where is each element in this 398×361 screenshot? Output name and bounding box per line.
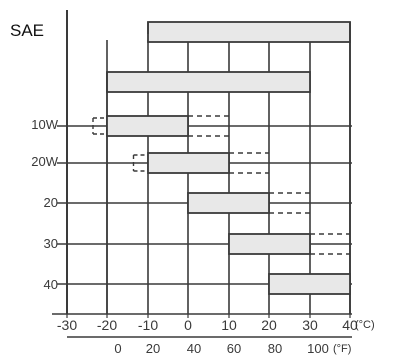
viscosity-range-bar — [147, 152, 230, 174]
celsius-tick: -30 — [56, 317, 78, 333]
grade-label-20w: 20W — [31, 154, 58, 169]
grade-label-30: 30 — [43, 236, 58, 251]
grade-label-10w: 10W — [31, 117, 58, 132]
fahrenheit-tick: 100 — [307, 341, 329, 356]
celsius-tick: 20 — [261, 317, 277, 333]
viscosity-range-bar — [187, 192, 270, 214]
celsius-tick: 40 — [342, 317, 358, 333]
fahrenheit-tick: 20 — [145, 341, 161, 356]
celsius-unit: (°C) — [355, 319, 375, 331]
fahrenheit-tick: 40 — [186, 341, 202, 356]
celsius-tick: -20 — [96, 317, 118, 333]
fahrenheit-tick: 0 — [114, 341, 122, 356]
celsius-tick: 0 — [184, 317, 192, 333]
fahrenheit-tick: 60 — [226, 341, 242, 356]
celsius-tick: -10 — [137, 317, 159, 333]
celsius-tick: 10 — [221, 317, 237, 333]
celsius-tick: 30 — [302, 317, 318, 333]
fahrenheit-tick: 80 — [267, 341, 283, 356]
viscosity-range-bar — [106, 71, 311, 93]
chart-title: SAE — [10, 21, 45, 40]
viscosity-range-bar — [147, 21, 351, 43]
fahrenheit-unit: (°F) — [333, 343, 352, 355]
grade-label-20: 20 — [43, 195, 58, 210]
viscosity-range-bar — [106, 115, 189, 137]
viscosity-range-bar — [268, 273, 351, 295]
grade-label-40: 40 — [43, 277, 58, 292]
viscosity-range-bar — [228, 233, 311, 255]
